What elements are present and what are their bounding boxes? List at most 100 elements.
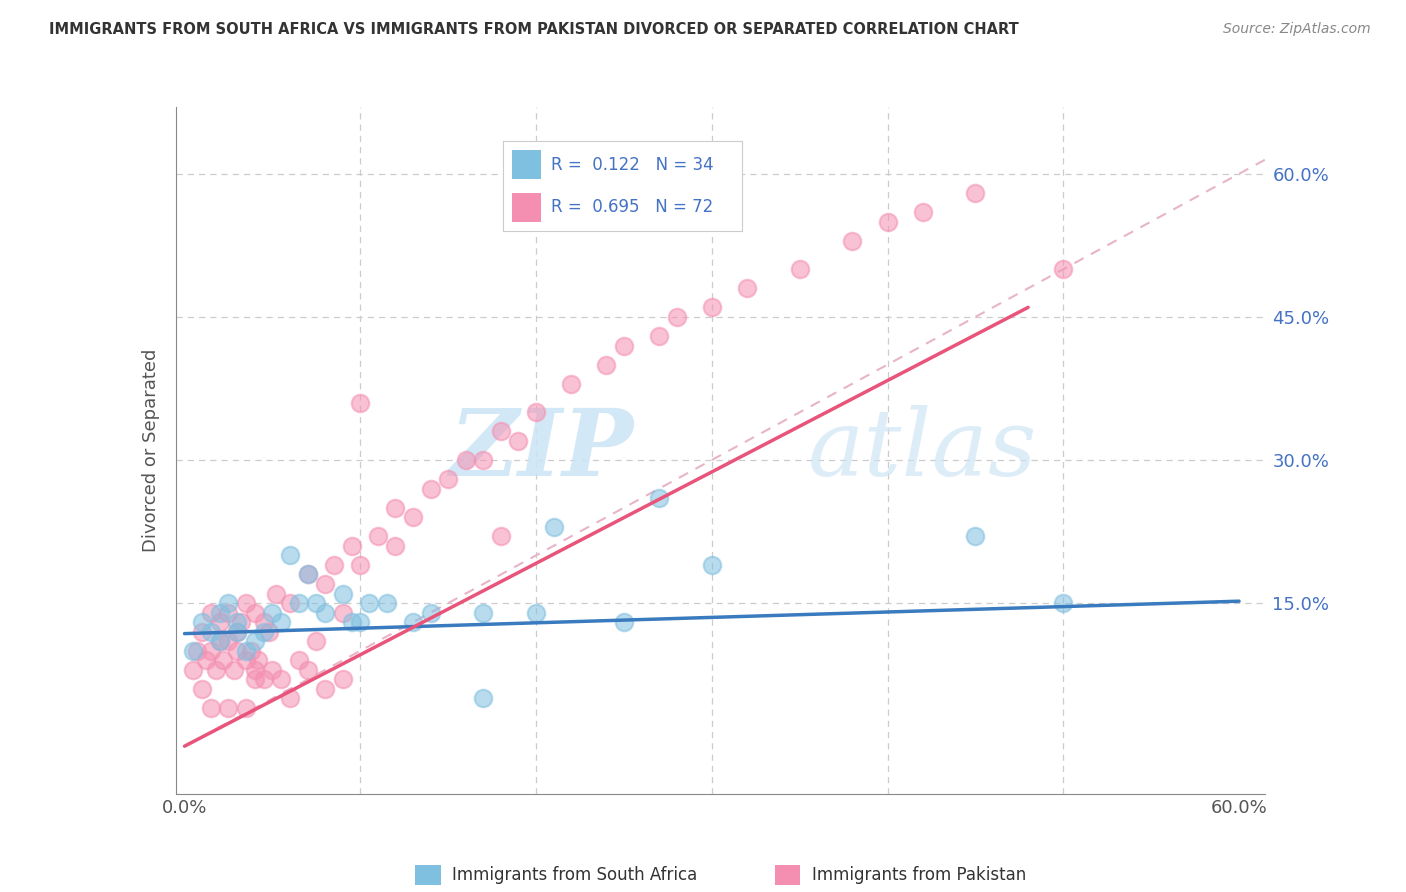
Point — [314, 606, 336, 620]
Point — [235, 701, 257, 715]
Point — [297, 567, 319, 582]
Point — [243, 634, 266, 648]
Point — [208, 615, 231, 630]
Point — [243, 673, 266, 687]
Point — [349, 396, 371, 410]
Point — [226, 624, 249, 639]
Point — [419, 482, 441, 496]
Point — [332, 673, 354, 687]
Point — [524, 405, 547, 419]
Point — [270, 673, 292, 687]
Point — [297, 567, 319, 582]
Point — [262, 663, 284, 677]
Point — [305, 596, 328, 610]
Text: R =  0.122   N = 34: R = 0.122 N = 34 — [551, 155, 713, 174]
Point — [217, 701, 239, 715]
Point — [876, 214, 898, 228]
Point — [200, 644, 222, 658]
Text: IMMIGRANTS FROM SOUTH AFRICA VS IMMIGRANTS FROM PAKISTAN DIVORCED OR SEPARATED C: IMMIGRANTS FROM SOUTH AFRICA VS IMMIGRAN… — [49, 22, 1019, 37]
Point — [911, 205, 934, 219]
Point — [191, 681, 214, 696]
Point — [332, 606, 354, 620]
Point — [314, 681, 336, 696]
Point — [194, 653, 217, 667]
Point — [208, 606, 231, 620]
Point — [349, 558, 371, 572]
Point — [359, 596, 381, 610]
Point — [240, 644, 263, 658]
Point — [278, 549, 301, 563]
Point — [226, 624, 249, 639]
Point — [217, 634, 239, 648]
Point — [226, 644, 249, 658]
Point — [262, 606, 284, 620]
Point — [305, 634, 328, 648]
Point — [205, 663, 228, 677]
Text: Immigrants from South Africa: Immigrants from South Africa — [453, 866, 697, 884]
Point — [332, 586, 354, 600]
Point — [700, 301, 723, 315]
Point — [226, 615, 249, 630]
Point — [613, 338, 636, 352]
Point — [297, 663, 319, 677]
Point — [965, 529, 987, 543]
Point — [524, 606, 547, 620]
Point — [247, 653, 270, 667]
Point — [1052, 262, 1074, 277]
Point — [349, 615, 371, 630]
Point — [253, 615, 276, 630]
Point — [1052, 596, 1074, 610]
Point — [253, 624, 276, 639]
Point — [789, 262, 811, 277]
Bar — [512, 151, 541, 179]
Point — [235, 653, 257, 667]
Point — [543, 520, 565, 534]
Point — [288, 596, 311, 610]
Point — [384, 500, 406, 515]
Point — [508, 434, 530, 448]
Point — [278, 596, 301, 610]
Point — [384, 539, 406, 553]
Point — [648, 491, 671, 505]
Point — [288, 653, 311, 667]
Point — [212, 653, 235, 667]
Point — [454, 453, 477, 467]
Point — [472, 606, 495, 620]
Point — [402, 615, 425, 630]
Point — [340, 539, 363, 553]
Point — [841, 234, 863, 248]
Text: ZIP: ZIP — [449, 406, 633, 495]
Point — [243, 663, 266, 677]
Point — [208, 634, 231, 648]
Point — [229, 615, 252, 630]
Point — [200, 606, 222, 620]
Point — [340, 615, 363, 630]
Point — [183, 663, 205, 677]
Text: Source: ZipAtlas.com: Source: ZipAtlas.com — [1223, 22, 1371, 37]
Point — [700, 558, 723, 572]
Point — [375, 596, 398, 610]
Point — [191, 624, 214, 639]
Point — [323, 558, 346, 572]
Point — [489, 425, 512, 439]
Point — [472, 453, 495, 467]
Point — [472, 691, 495, 706]
Point — [208, 634, 231, 648]
Bar — [512, 194, 541, 222]
Point — [613, 615, 636, 630]
Point — [253, 673, 276, 687]
Text: atlas: atlas — [807, 406, 1038, 495]
Point — [419, 606, 441, 620]
Text: R =  0.695   N = 72: R = 0.695 N = 72 — [551, 198, 713, 217]
Point — [217, 596, 239, 610]
Point — [489, 529, 512, 543]
Point — [222, 663, 245, 677]
Point — [278, 691, 301, 706]
Point — [648, 329, 671, 343]
Point — [186, 644, 208, 658]
Point — [437, 472, 460, 486]
Point — [735, 281, 758, 295]
Point — [264, 586, 287, 600]
Point — [235, 596, 257, 610]
Point — [314, 577, 336, 591]
